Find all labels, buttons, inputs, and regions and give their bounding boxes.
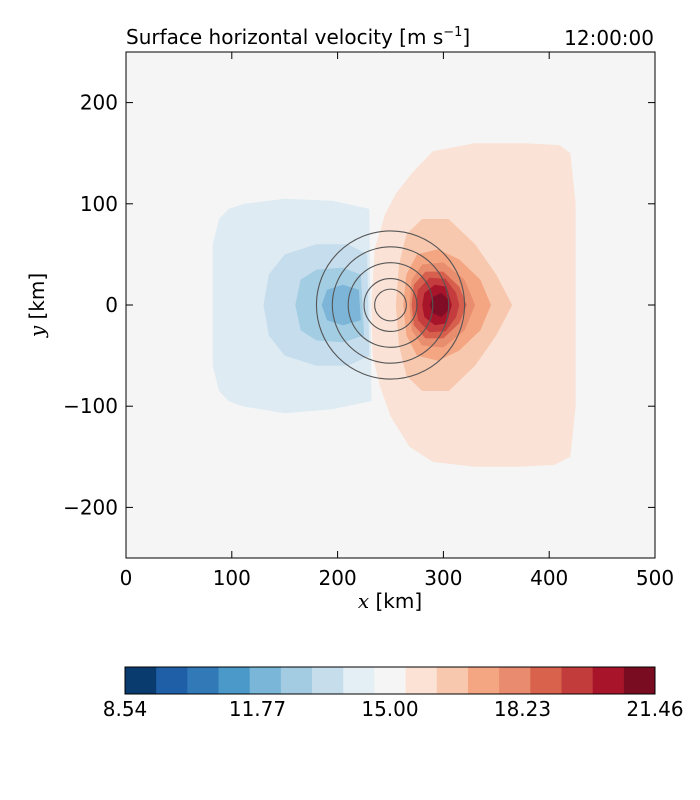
chart-title-close: ] [462, 25, 470, 49]
contour-circle-1 [363, 277, 418, 332]
colorbar-tick-label: 15.00 [361, 697, 418, 721]
contour-circle-2 [347, 262, 434, 348]
x-tick-label: 200 [319, 566, 357, 590]
colorbar-tick-label: 18.23 [494, 697, 551, 721]
colorbar-cell-9 [405, 667, 438, 694]
y-axis-label: y [km] [25, 273, 49, 338]
colorbar-cell-7 [343, 667, 375, 694]
x-tick-label: 300 [424, 566, 462, 590]
colorbar-tick-label: 21.46 [626, 697, 683, 721]
contour-circle-3 [331, 246, 450, 364]
x-tick-label: 500 [636, 566, 674, 590]
colorbar-cell-4 [249, 667, 282, 694]
colorbar-cells [125, 667, 656, 694]
y-tick-label: −100 [63, 394, 118, 418]
colorbar-cell-10 [436, 667, 469, 694]
colorbar-cell-16 [623, 667, 656, 694]
colorbar-cell-6 [312, 667, 344, 694]
x-tick-label: 400 [530, 566, 568, 590]
x-tick-label: 100 [213, 566, 251, 590]
timestamp: 12:00:00 [564, 26, 654, 50]
colorbar-cell-3 [218, 667, 251, 694]
y-tick-label: 100 [80, 192, 118, 216]
colorbar-cell-2 [187, 667, 220, 694]
colorbar-cell-0 [125, 667, 157, 694]
contour-circle-4 [315, 230, 466, 380]
colorbar-cell-15 [592, 667, 625, 694]
y-axis-label-unit: [km] [25, 273, 49, 326]
colorbar-cell-8 [374, 667, 407, 694]
field-region-12 [552, 276, 567, 334]
x-axis-label: x [km] [358, 589, 422, 613]
y-tick-label: 0 [105, 293, 118, 317]
chart-title-superscript: −1 [443, 25, 462, 40]
velocity-field [212, 143, 576, 467]
y-tick-label: −200 [63, 495, 118, 519]
field-region-3 [321, 284, 361, 326]
colorbar-cell-5 [280, 667, 313, 694]
field-region-11 [429, 292, 449, 318]
y-tick-label: 200 [80, 91, 118, 115]
colorbar-cell-14 [561, 667, 594, 694]
colorbar-cell-13 [530, 667, 562, 694]
contour-circle-0 [374, 288, 407, 322]
colorbar-frame [124, 666, 656, 695]
plot-area: 0 100 200 300 400 500 200 100 0 −100 −200 [63, 51, 674, 590]
y-axis-label-var: y [25, 325, 49, 338]
contour-lines [315, 230, 466, 380]
colorbar-tick-label: 11.77 [229, 697, 286, 721]
chart-title: Surface horizontal velocity [m s−1] [126, 25, 470, 49]
colorbar-labels: 8.54 11.77 15.00 18.23 21.46 [103, 697, 684, 721]
chart-title-main: Surface horizontal velocity [m s [126, 25, 443, 49]
x-tick-label: 0 [120, 566, 133, 590]
axis-ticks: 0 100 200 300 400 500 200 100 0 −100 −200 [63, 52, 674, 590]
colorbar-cell-11 [467, 667, 500, 694]
colorbar: 8.54 11.77 15.00 18.23 21.46 [103, 666, 684, 721]
colorbar-cell-1 [156, 667, 188, 694]
colorbar-cell-12 [499, 667, 531, 694]
colorbar-tick-label: 8.54 [103, 697, 148, 721]
x-axis-label-unit: [km] [369, 589, 422, 613]
x-axis-label-var: x [358, 589, 369, 613]
